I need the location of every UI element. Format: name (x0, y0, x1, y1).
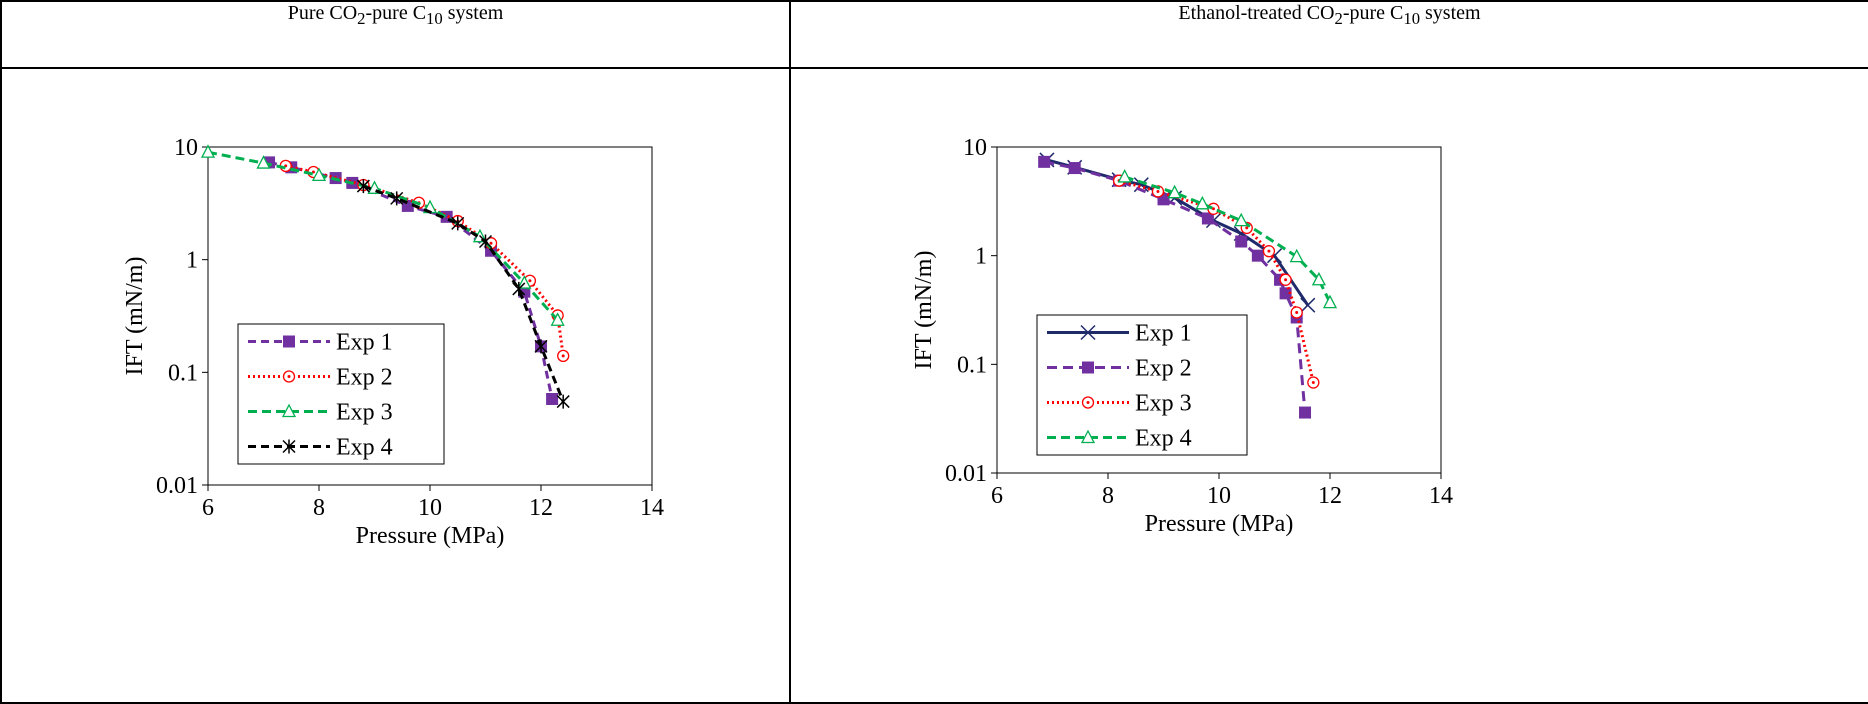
left-header-mid: -pure C (365, 2, 427, 24)
data-point (546, 392, 559, 405)
series-exp-1 (1039, 152, 1316, 313)
legend-marker (1082, 361, 1094, 374)
data-point (1235, 235, 1248, 248)
x-tick-label: 6 (991, 483, 1003, 509)
series-line (207, 150, 559, 322)
data-point (1279, 273, 1292, 286)
data-point (1262, 245, 1276, 258)
legend-label: Exp 2 (1135, 356, 1192, 382)
data-point (1251, 249, 1264, 262)
legend: Exp 1 Exp 2 Exp 3 Exp 4 (1036, 314, 1248, 456)
y-axis-label: IFT (mN/m) (911, 251, 937, 370)
data-point (556, 394, 570, 409)
legend-marker (1080, 429, 1096, 444)
x-tick-label: 14 (1429, 483, 1453, 509)
legend-label: Exp 1 (336, 330, 393, 356)
right-header-mid: -pure C (1342, 2, 1404, 24)
data-point (200, 144, 216, 158)
right-header-sub1: 2 (1334, 9, 1343, 28)
legend-marker (282, 370, 296, 383)
data-point (390, 191, 404, 206)
series-line (1046, 158, 1310, 307)
data-point (1068, 162, 1081, 175)
data-point (534, 339, 548, 354)
data-point (1207, 202, 1220, 215)
data-point (1195, 195, 1210, 210)
data-point (1322, 294, 1338, 309)
x-tick-label: 12 (1318, 483, 1342, 509)
legend-marker (1080, 324, 1096, 341)
legend-marker (1081, 396, 1095, 409)
right-header-text: Ethanol-treated CO (1178, 2, 1335, 24)
legend-marker (281, 403, 297, 418)
x-tick-label: 8 (313, 495, 325, 521)
legend-label: Exp 3 (336, 400, 393, 426)
y-tick-label: 1 (975, 244, 987, 270)
legend-label: Exp 4 (1135, 426, 1192, 452)
x-tick-label: 8 (1102, 483, 1114, 509)
y-tick-label: 0.01 (156, 473, 198, 499)
data-point (1290, 306, 1303, 319)
data-point (1307, 376, 1320, 389)
data-point (1311, 271, 1326, 286)
data-point (512, 281, 526, 296)
data-point (451, 216, 465, 231)
data-point (256, 155, 271, 169)
left-panel-body: 6 8 10 12 14 0.01 0.1 1 10 Pressure (MPa) IFT (mN/… (0, 67, 791, 704)
y-tick-label: 10 (174, 135, 198, 161)
legend-marker (282, 439, 296, 454)
data-point (1117, 169, 1132, 183)
right-header-sub2: 10 (1403, 9, 1421, 28)
y-tick-label: 1 (186, 248, 198, 274)
x-tick-label: 10 (1207, 483, 1231, 509)
data-point (1299, 406, 1312, 419)
legend-label: Exp 2 (336, 365, 393, 391)
left-header-sub1: 2 (357, 9, 366, 28)
series-exp-4 (356, 179, 570, 409)
x-tick-label: 10 (418, 495, 442, 521)
x-tick-label: 12 (529, 495, 553, 521)
x-axis-label: Pressure (MPa) (1145, 511, 1294, 537)
data-point (311, 167, 327, 182)
x-tick-label: 6 (202, 495, 214, 521)
data-point (1234, 212, 1249, 227)
data-point (356, 179, 370, 194)
data-point (1038, 155, 1051, 168)
data-point (550, 312, 565, 326)
legend-label: Exp 4 (336, 435, 393, 461)
data-point (1201, 212, 1214, 225)
left-header-post: system (442, 2, 504, 24)
y-tick-label: 10 (963, 135, 987, 161)
data-point (478, 234, 493, 249)
left-panel-header: Pure CO2-pure C10 system (0, 0, 791, 69)
right-panel-body: 6 8 10 12 14 0.01 0.1 1 10 Pressure (MPa) IFT (mN/… (789, 67, 1868, 704)
series-exp-3 (200, 144, 565, 326)
legend-box (1036, 314, 1248, 456)
legend-label: Exp 1 (1135, 321, 1192, 347)
right-panel-header: Ethanol-treated CO2-pure C10 system (789, 0, 1868, 69)
y-axis-label: IFT (mN/m) (122, 257, 148, 376)
x-tick-label: 14 (640, 495, 664, 521)
data-point (557, 349, 570, 363)
legend: Exp 1 Exp 2 Exp 3 Exp 4 (237, 323, 445, 465)
data-point (1167, 184, 1182, 199)
left-header-sub2: 10 (426, 9, 443, 28)
legend-box (237, 323, 445, 465)
right-header-post: system (1420, 2, 1481, 24)
legend-label: Exp 3 (1135, 391, 1192, 417)
data-point (1289, 248, 1304, 263)
legend-marker (283, 335, 295, 348)
y-tick-label: 0.01 (945, 461, 987, 487)
data-point (517, 275, 532, 289)
data-point (1300, 297, 1316, 313)
data-point (1279, 287, 1292, 300)
y-tick-label: 0.1 (168, 360, 198, 386)
series-exp-4 (1117, 169, 1338, 309)
left-header-text: Pure CO (287, 2, 358, 24)
y-tick-label: 0.1 (957, 352, 987, 378)
x-axis-label: Pressure (MPa) (356, 523, 505, 549)
